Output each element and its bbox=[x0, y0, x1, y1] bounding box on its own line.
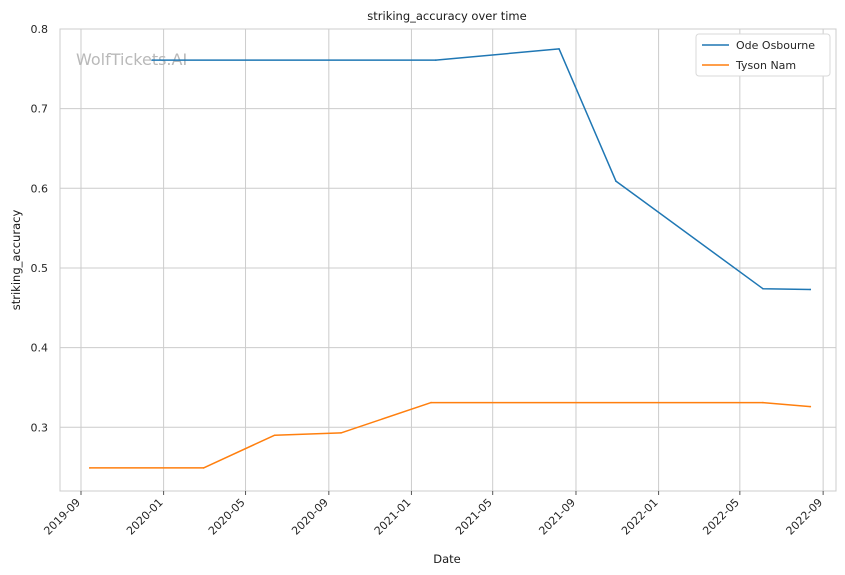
plot-frame bbox=[59, 28, 837, 492]
data-point-tyson-nam bbox=[88, 467, 91, 469]
watermark: WolfTickets.AI bbox=[76, 50, 187, 69]
y-axis-ticks: 0.3 0.4 0.5 0.6 0.7 0.8 bbox=[31, 23, 49, 434]
y-tick-label: 0.3 bbox=[31, 421, 49, 434]
y-tick-label: 0.7 bbox=[31, 103, 49, 116]
data-point-ode-osbourne bbox=[435, 59, 437, 61]
data-point-ode-osbourne bbox=[762, 287, 764, 290]
y-tick-label: 0.5 bbox=[31, 262, 49, 275]
data-point-tyson-nam bbox=[202, 467, 205, 469]
data-point-tyson-nam bbox=[273, 434, 276, 437]
data-point-tyson-nam bbox=[809, 405, 812, 408]
y-axis-title: striking_accuracy bbox=[9, 210, 23, 311]
data-point-ode-osbourne bbox=[151, 59, 153, 61]
x-axis-title: Date bbox=[433, 552, 461, 566]
data-point-tyson-nam bbox=[340, 432, 342, 434]
y-tick-label: 0.6 bbox=[31, 182, 49, 195]
data-point-tyson-nam bbox=[762, 401, 764, 404]
legend-label-ode-osbourne: Ode Osbourne bbox=[736, 39, 815, 52]
data-point-ode-osbourne bbox=[809, 288, 812, 291]
legend-label-tyson-nam: Tyson Nam bbox=[735, 59, 796, 72]
data-point-tyson-nam bbox=[430, 401, 432, 404]
legend-box bbox=[695, 33, 831, 77]
y-tick-label: 0.4 bbox=[31, 342, 49, 355]
series-line-ode-osbourne bbox=[151, 48, 812, 291]
chart-title: striking_accuracy over time bbox=[367, 9, 526, 23]
legend: Ode Osbourne Tyson Nam bbox=[695, 33, 831, 77]
data-point-ode-osbourne bbox=[615, 180, 617, 182]
data-point-ode-osbourne bbox=[558, 48, 560, 50]
y-tick-label: 0.8 bbox=[31, 23, 49, 36]
series-layer bbox=[88, 48, 812, 469]
grid-lines bbox=[60, 28, 836, 491]
